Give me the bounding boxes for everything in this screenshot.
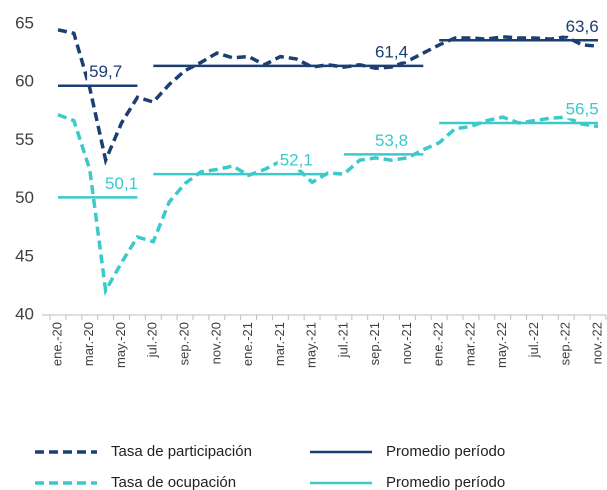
x-tick-label: mar.-21 xyxy=(272,322,287,366)
x-tick-label: jul.-22 xyxy=(526,322,541,358)
y-tick-label: 45 xyxy=(15,246,34,265)
x-tick-label: nov.-22 xyxy=(589,322,604,364)
x-tick-label: ene.-20 xyxy=(49,322,64,366)
x-tick-label: jul.-21 xyxy=(335,322,350,358)
value-label: 61,4 xyxy=(375,42,408,61)
legend-label: Promedio período xyxy=(386,474,505,490)
value-label-bg xyxy=(277,150,315,170)
y-tick-label: 60 xyxy=(15,72,34,91)
legend-label: Promedio período xyxy=(386,443,505,460)
x-tick-label: mar.-22 xyxy=(462,322,477,366)
value-label: 52,1 xyxy=(280,151,313,170)
x-tick-label: nov.-21 xyxy=(399,322,414,364)
value-label: 63,6 xyxy=(566,17,599,36)
x-tick-label: may.-22 xyxy=(494,322,509,368)
x-tick-label: nov.-20 xyxy=(208,322,223,364)
value-label-bg xyxy=(563,16,601,36)
x-tick-label: ene.-21 xyxy=(240,322,255,366)
x-tick-label: sep.-20 xyxy=(176,322,191,365)
y-tick-label: 40 xyxy=(15,304,34,323)
value-label: 53,8 xyxy=(375,131,408,150)
x-tick-label: ene.-22 xyxy=(431,322,446,366)
x-tick-label: jul.-20 xyxy=(145,322,160,358)
value-label-bg xyxy=(372,42,411,62)
x-tick-label: sep.-22 xyxy=(558,322,573,365)
value-label-bg xyxy=(563,99,601,119)
y-tick-label: 65 xyxy=(15,13,34,32)
value-label: 59,7 xyxy=(89,62,122,81)
legend-label: Tasa de ocupación xyxy=(111,474,236,490)
x-tick-label: may.-20 xyxy=(113,322,128,368)
value-label: 56,5 xyxy=(566,99,599,118)
x-tick-label: mar.-20 xyxy=(81,322,96,366)
value-label: 50,1 xyxy=(105,174,138,193)
value-label-bg xyxy=(372,130,411,150)
x-tick-label: sep.-21 xyxy=(367,322,382,365)
series-line xyxy=(57,28,599,166)
value-label-bg xyxy=(102,173,141,193)
value-label-bg xyxy=(87,62,125,82)
y-tick-label: 50 xyxy=(15,188,34,207)
legend-label: Tasa de participación xyxy=(111,443,252,460)
x-tick-label: may.-21 xyxy=(304,322,319,368)
series-line xyxy=(57,113,599,296)
y-tick-label: 55 xyxy=(15,130,34,149)
